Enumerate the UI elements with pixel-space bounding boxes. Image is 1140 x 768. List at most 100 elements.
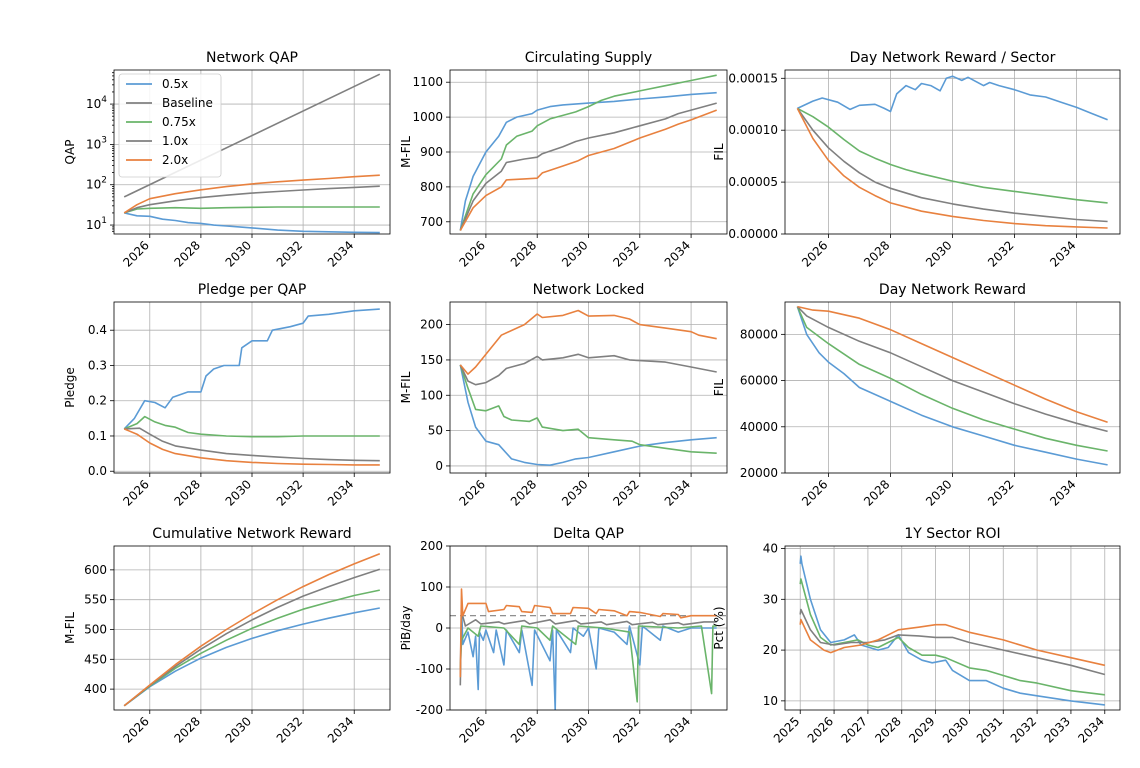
- x-tick-label: 2028: [172, 238, 203, 269]
- series-line-0-75x: [459, 74, 717, 231]
- x-tick-label: 2026: [457, 714, 488, 745]
- y-tick-label: 150: [420, 353, 443, 367]
- legend: 0.5x Baseline 0.75x 1.0x 2.0x: [118, 73, 222, 178]
- x-tick-label: 2032: [274, 238, 305, 269]
- y-tick-label: 500: [84, 622, 107, 636]
- y-tick-label: 700: [420, 215, 443, 229]
- series-line-0-5x: [123, 308, 380, 430]
- plot-frame: [449, 545, 728, 711]
- y-tick-label: 0.00000: [728, 227, 778, 241]
- y-tick-label: 100: [420, 388, 443, 402]
- plot-frame: [449, 301, 728, 474]
- y-tick-label: 0.1: [88, 429, 107, 443]
- legend-box: [118, 73, 222, 178]
- x-tick-label: 2030: [223, 238, 254, 269]
- y-tick-label: 80000: [740, 327, 778, 341]
- series-line-2-0x: [459, 109, 717, 231]
- y-tick-label: 102: [86, 176, 107, 192]
- y-axis-label: M-FIL: [399, 371, 413, 403]
- x-tick-label: 2034: [325, 238, 356, 269]
- y-tick-exponent: 4: [101, 95, 107, 105]
- series-line-1-0x: [459, 353, 717, 386]
- x-tick-label: 2034: [1075, 714, 1106, 745]
- x-tick-label: 2032: [274, 477, 305, 508]
- x-tick-label: 2026: [805, 714, 836, 745]
- series-line-0-75x: [797, 107, 1108, 204]
- series-group: [459, 74, 717, 231]
- y-tick-label: 900: [420, 145, 443, 159]
- x-tick-label: 2028: [861, 238, 892, 269]
- x-tick-label: 2034: [662, 477, 693, 508]
- x-tick-label: 2026: [120, 238, 151, 269]
- x-tick-label: 2028: [172, 477, 203, 508]
- series-line-2-0x: [799, 618, 1105, 667]
- y-tick-label: 600: [84, 563, 107, 577]
- subplot-day-network-reward: 2026 2028 2030 2032 2034 20000 40000 60000 80000…: [712, 282, 1121, 509]
- x-tick-label: 2030: [923, 477, 954, 508]
- y-tick-label: 400: [84, 682, 107, 696]
- x-tick-label: 2028: [172, 714, 203, 745]
- y-axis-label: PiB/day: [399, 606, 413, 651]
- legend-label-2-0x: 2.0x: [162, 153, 188, 167]
- x-tick-label: 2025: [771, 714, 802, 745]
- x-tick-label: 2030: [923, 238, 954, 269]
- subplot-day-network-reward-sector: 2026 2028 2030 2032 2034 0.00000 0.00005 0.0001…: [712, 50, 1121, 270]
- x-tick-label: 2026: [799, 477, 830, 508]
- plot-frame: [449, 69, 728, 235]
- y-tick-label: 0.00005: [728, 175, 778, 189]
- y-tick-label: 20: [763, 643, 778, 657]
- series-line-0-5x: [459, 364, 717, 466]
- y-tick-label: 10: [763, 694, 778, 708]
- series-group: [123, 308, 380, 466]
- series-line-2-0x: [796, 108, 1108, 229]
- series-group: [459, 588, 717, 710]
- series-line-1-0x: [459, 102, 717, 231]
- subplot-network-locked: 2026 2028 2030 2032 2034 0 50 100 150 200 Network …: [399, 282, 728, 509]
- x-tick-label: 2033: [1042, 714, 1073, 745]
- x-tick-label: 2034: [1047, 477, 1078, 508]
- x-tick-label: 2028: [861, 477, 892, 508]
- subplot-circulating-supply: 2026 2028 2030 2032 2034 700 800 900 1000 1100 Cir…: [399, 50, 728, 270]
- legend-label-baseline: Baseline: [162, 96, 213, 110]
- chart-title: Day Network Reward / Sector: [850, 50, 1056, 66]
- chart-title: Pledge per QAP: [198, 282, 307, 298]
- y-tick-label: -200: [416, 703, 443, 717]
- series-line-1-0x: [796, 107, 1108, 223]
- y-tick-label: 103: [86, 135, 107, 151]
- plot-frame: [784, 545, 1121, 711]
- y-axis-label: M-FIL: [399, 136, 413, 168]
- series-group: [796, 75, 1108, 229]
- legend-label-0-75x: 0.75x: [162, 115, 196, 129]
- x-tick-label: 2029: [906, 714, 937, 745]
- chart-title: Day Network Reward: [879, 282, 1026, 298]
- x-tick-label: 2026: [457, 477, 488, 508]
- series-group: [799, 555, 1106, 706]
- series-line-2-0x: [123, 428, 380, 466]
- series-line-0-5x: [796, 306, 1108, 466]
- series-line-2-0x: [123, 174, 380, 214]
- y-tick-label: 200: [420, 318, 443, 332]
- chart-title: Circulating Supply: [525, 50, 652, 66]
- y-tick-label: 0.3: [88, 358, 107, 372]
- y-axis-label: FIL: [712, 143, 726, 160]
- series-line-1-0x: [124, 427, 380, 462]
- chart-title: Delta QAP: [553, 526, 624, 542]
- y-tick-base: 10: [86, 178, 101, 192]
- x-tick-label: 2030: [940, 714, 971, 745]
- y-tick-label: 40000: [740, 420, 778, 434]
- series-line-2-0x: [459, 309, 717, 375]
- y-tick-label: 550: [84, 593, 107, 607]
- series-line-2-0x: [123, 553, 381, 707]
- subplot-pledge-per-qap: 2026 2028 2030 2032 2034 0.0 0.1 0.2 0.3 0.4 Pledg…: [63, 282, 391, 509]
- x-tick-label: 2030: [223, 477, 254, 508]
- y-tick-label: 0: [435, 621, 443, 635]
- y-axis-label: QAP: [63, 140, 77, 165]
- x-tick-label: 2034: [325, 477, 356, 508]
- legend-label-1-0x: 1.0x: [162, 134, 188, 148]
- series-line-2-0x: [797, 305, 1108, 423]
- subplot-1y-sector-roi: 2025 2026 2027 2028 2029 2030 2031 2032 2033 2034…: [712, 526, 1121, 746]
- x-tick-label: 2026: [457, 238, 488, 269]
- subplot-cumulative-network-reward: 2026 2028 2030 2032 2034 400 450 500 550 600 Cumul…: [63, 526, 391, 746]
- x-tick-label: 2028: [872, 714, 903, 745]
- series-line-1-0x: [123, 185, 380, 214]
